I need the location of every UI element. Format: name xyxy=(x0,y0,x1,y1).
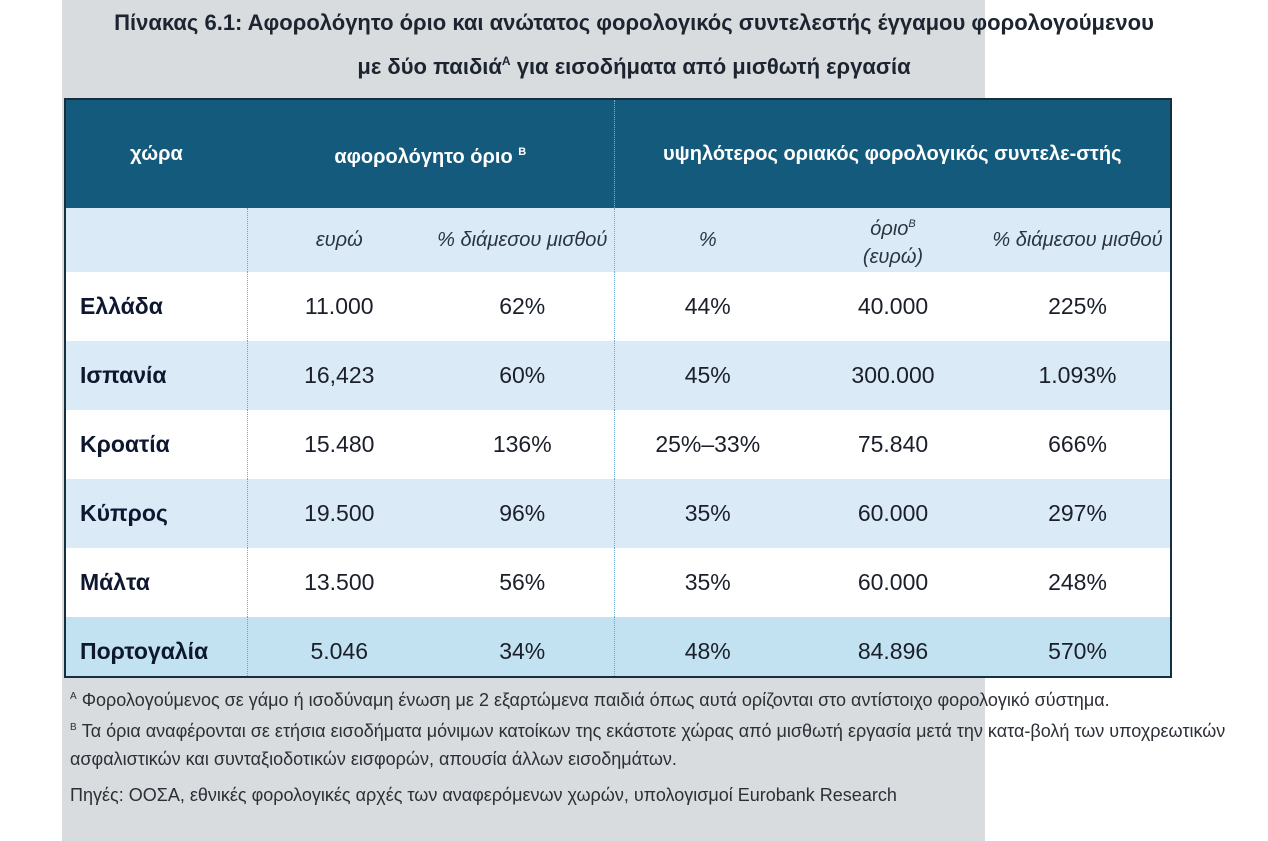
footnotes: A Φορολογούμενος σε γάμο ή ισοδύναμη ένω… xyxy=(70,683,1265,809)
source-note: Πηγές: ΟΟΣΑ, εθνικές φορολογικές αρχές τ… xyxy=(70,785,897,805)
header-threshold-label: αφορολόγητο όριο xyxy=(334,145,513,168)
title-line-2: με δύο παιδιάA για εισοδήματα από μισθωτ… xyxy=(0,42,1268,86)
cell-limit: 75.840 xyxy=(801,410,985,479)
cell-rate: 25%–33% xyxy=(613,410,801,479)
cell-pct-median: 60% xyxy=(431,341,614,410)
title-line-2-pre: με δύο παιδιά xyxy=(357,54,502,79)
cell-country: Ισπανία xyxy=(66,341,247,410)
header-threshold: αφορολόγητο όριο B xyxy=(247,100,614,208)
cell-rate: 48% xyxy=(613,617,801,676)
cell-limit: 60.000 xyxy=(801,548,985,617)
footnote-b-marker: B xyxy=(70,722,77,733)
title-line-1: Πίνακας 6.1: Αφορολόγητο όριο και ανώτατ… xyxy=(114,10,1154,35)
footnote-b-text: Τα όρια αναφέρονται σε ετήσια εισοδήματα… xyxy=(70,721,1226,769)
cell-limit-pct-median: 570% xyxy=(985,617,1170,676)
tax-table: χώρα αφορολόγητο όριο B υψηλότερος οριακ… xyxy=(64,98,1172,678)
header-top-rate: υψηλότερος οριακός φορολογικός συντελε-σ… xyxy=(613,100,1170,208)
cell-limit: 60.000 xyxy=(801,479,985,548)
cell-limit: 300.000 xyxy=(801,341,985,410)
cell-eur: 16,423 xyxy=(246,341,431,410)
footnote-a: A Φορολογούμενος σε γάμο ή ισοδύναμη ένω… xyxy=(70,683,1265,714)
cell-rate: 45% xyxy=(613,341,801,410)
cell-eur: 11.000 xyxy=(246,272,431,341)
sub-header-row: ευρώ % διάμεσου μισθού % όριοB (ευρώ) % δ… xyxy=(66,208,1170,272)
cell-country: Ελλάδα xyxy=(66,272,247,341)
table-grid: χώρα αφορολόγητο όριο B υψηλότερος οριακ… xyxy=(66,100,1170,676)
table-row-highlighted: Πορτογαλία 5.046 34% 48% 84.896 570% xyxy=(66,617,1170,676)
table-row: Μάλτα 13.500 56% 35% 60.000 248% xyxy=(66,548,1170,617)
group-header-row: χώρα αφορολόγητο όριο B υψηλότερος οριακ… xyxy=(66,100,1170,208)
cell-limit-pct-median: 1.093% xyxy=(985,341,1170,410)
table-row: Ισπανία 16,423 60% 45% 300.000 1.093% xyxy=(66,341,1170,410)
sub-header-eur: ευρώ xyxy=(246,208,431,272)
cell-pct-median: 56% xyxy=(431,548,614,617)
cell-country: Πορτογαλία xyxy=(66,617,247,676)
cell-country: Μάλτα xyxy=(66,548,247,617)
cell-pct-median: 62% xyxy=(431,272,614,341)
cell-eur: 15.480 xyxy=(246,410,431,479)
title-footnote-marker: A xyxy=(501,54,511,68)
title-line-2-post: για εισοδήματα από μισθωτή εργασία xyxy=(510,54,911,79)
table-title: Πίνακας 6.1: Αφορολόγητο όριο και ανώτατ… xyxy=(0,4,1268,86)
cell-eur: 19.500 xyxy=(246,479,431,548)
cell-limit: 84.896 xyxy=(801,617,985,676)
cell-limit-pct-median: 666% xyxy=(985,410,1170,479)
sub-header-limit-label: όριο xyxy=(870,217,909,240)
sub-header-limit: όριοB (ευρώ) xyxy=(801,208,985,272)
sub-header-limit-unit: (ευρώ) xyxy=(862,245,924,268)
cell-pct-median: 34% xyxy=(431,617,614,676)
header-threshold-footnote: B xyxy=(518,145,527,158)
cell-pct-median: 96% xyxy=(431,479,614,548)
sub-header-pct-median-1: % διάμεσου μισθού xyxy=(431,208,614,272)
header-country: χώρα xyxy=(66,100,247,208)
sub-header-pct-median-2: % διάμεσου μισθού xyxy=(985,208,1170,272)
cell-country: Κροατία xyxy=(66,410,247,479)
table-row: Ελλάδα 11.000 62% 44% 40.000 225% xyxy=(66,272,1170,341)
footnote-a-marker: A xyxy=(70,691,77,702)
cell-limit: 40.000 xyxy=(801,272,985,341)
table-row: Κροατία 15.480 136% 25%–33% 75.840 666% xyxy=(66,410,1170,479)
cell-eur: 13.500 xyxy=(246,548,431,617)
cell-eur: 5.046 xyxy=(246,617,431,676)
footnote-b: B Τα όρια αναφέρονται σε ετήσια εισοδήμα… xyxy=(70,714,1265,773)
sub-header-pct: % xyxy=(613,208,801,272)
cell-limit-pct-median: 248% xyxy=(985,548,1170,617)
cell-rate: 44% xyxy=(613,272,801,341)
table-row: Κύπρος 19.500 96% 35% 60.000 297% xyxy=(66,479,1170,548)
sub-header-empty xyxy=(66,208,247,272)
cell-rate: 35% xyxy=(613,548,801,617)
cell-rate: 35% xyxy=(613,479,801,548)
cell-limit-pct-median: 225% xyxy=(985,272,1170,341)
footnote-a-text: Φορολογούμενος σε γάμο ή ισοδύναμη ένωση… xyxy=(81,690,1110,710)
cell-pct-median: 136% xyxy=(431,410,614,479)
sub-header-limit-footnote: B xyxy=(908,217,916,230)
cell-country: Κύπρος xyxy=(66,479,247,548)
cell-limit-pct-median: 297% xyxy=(985,479,1170,548)
